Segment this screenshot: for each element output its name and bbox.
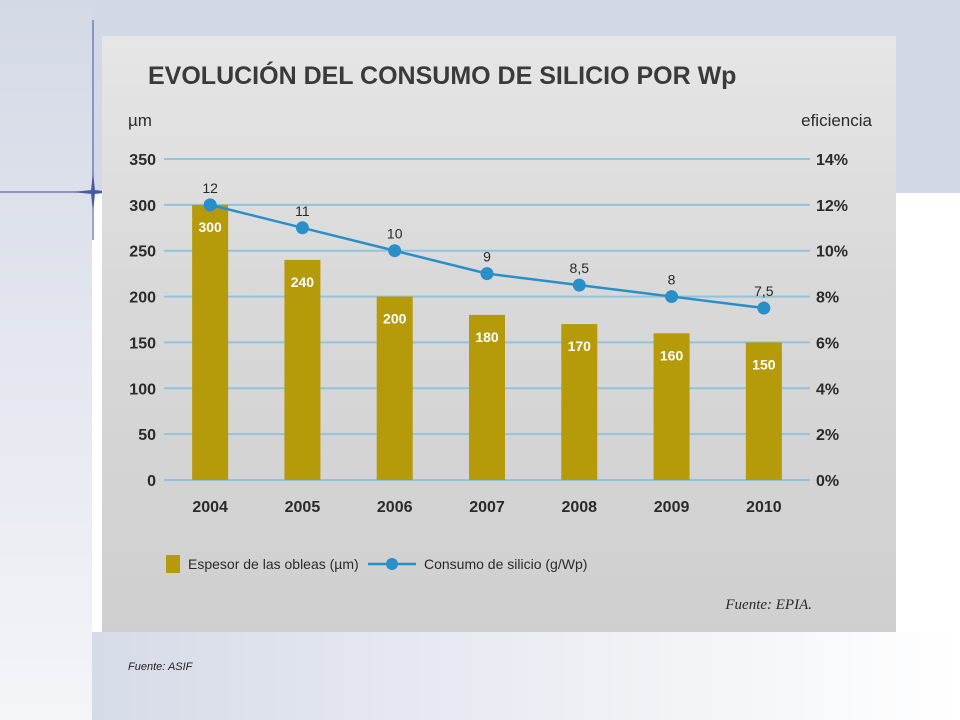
x-tick-label: 2005 [285, 499, 321, 516]
line-point [572, 278, 586, 292]
point-value-label: 9 [483, 249, 491, 265]
point-value-label: 10 [387, 226, 403, 242]
x-tick-label: 2007 [469, 499, 505, 516]
line-point [388, 244, 402, 258]
x-tick-label: 2009 [654, 499, 690, 516]
legend-line-label: Consumo de silicio (g/Wp) [424, 556, 587, 572]
x-tick-label: 2006 [377, 499, 413, 516]
x-tick-label: 2008 [561, 499, 597, 516]
y-tick-label: 250 [129, 244, 156, 261]
bar [284, 259, 321, 480]
y2-axis-ticks: 0% 2% 4% 6% 8% 10% 12% 14% [816, 152, 848, 490]
bar [469, 314, 505, 480]
line-series: 12 11 10 9 8,5 8 7,5 [202, 180, 774, 315]
y-tick-label: 300 [129, 198, 156, 215]
y-tick-label: 350 [129, 152, 156, 169]
chart-panel: EVOLUCIÓN DEL CONSUMO DE SILICIO POR Wp … [102, 36, 896, 632]
y2-tick-label: 12% [816, 198, 848, 215]
line-point [295, 221, 309, 235]
point-value-label: 7,5 [754, 283, 774, 299]
y2-tick-label: 6% [816, 335, 839, 352]
bar [653, 333, 690, 480]
legend-bar-swatch [166, 555, 180, 573]
bar [745, 342, 782, 480]
bar-value-label: 160 [660, 347, 684, 363]
y-tick-label: 150 [129, 335, 156, 352]
bar-series: 300 240 200 180 170 160 150 [192, 204, 782, 480]
bar [561, 324, 598, 480]
y-axis-label: µm [128, 111, 152, 130]
bottom-band [92, 632, 960, 720]
bar-value-label: 200 [383, 311, 407, 327]
legend: Espesor de las obleas (µm) Consumo de si… [166, 555, 587, 573]
y-axis-ticks: 0 50 100 150 200 250 300 350 [129, 152, 156, 490]
legend-line-marker [386, 558, 398, 570]
line-point [757, 301, 771, 315]
y2-axis-label: eficiencia [801, 111, 872, 130]
y-tick-label: 0 [147, 473, 156, 490]
bar [192, 204, 229, 480]
chart-source-note: Fuente: EPIA. [724, 597, 812, 613]
y-tick-label: 100 [129, 381, 156, 398]
y-tick-label: 50 [138, 427, 156, 444]
line-point [480, 267, 494, 281]
legend-bar-label: Espesor de las obleas (µm) [188, 556, 359, 572]
line-point [203, 198, 217, 212]
y2-tick-label: 14% [816, 152, 848, 169]
bar [376, 296, 413, 480]
point-value-label: 8,5 [570, 260, 590, 276]
bar-value-label: 240 [291, 274, 315, 290]
chart: EVOLUCIÓN DEL CONSUMO DE SILICIO POR Wp … [128, 60, 873, 613]
left-band [0, 0, 92, 720]
point-value-label: 8 [668, 272, 676, 288]
y2-tick-label: 10% [816, 244, 848, 261]
bar-value-label: 170 [568, 338, 592, 354]
bar-value-label: 150 [752, 356, 776, 372]
y2-tick-label: 2% [816, 427, 839, 444]
point-value-label: 12 [202, 180, 218, 196]
x-tick-label: 2010 [746, 499, 782, 516]
chart-title: EVOLUCIÓN DEL CONSUMO DE SILICIO POR Wp [148, 60, 736, 90]
slide-source-footnote: Fuente: ASIF [128, 661, 193, 673]
point-value-label: 11 [295, 203, 310, 219]
line-point [665, 290, 679, 304]
accent-star-icon [73, 172, 113, 212]
y-tick-label: 200 [129, 290, 156, 307]
y2-tick-label: 8% [816, 290, 839, 307]
bar-value-label: 300 [198, 219, 222, 235]
y2-tick-label: 0% [816, 473, 839, 490]
bar-value-label: 180 [475, 329, 499, 345]
x-axis-ticks: 2004 2005 2006 2007 2008 2009 2010 [192, 499, 781, 516]
y2-tick-label: 4% [816, 381, 839, 398]
x-tick-label: 2004 [192, 499, 228, 516]
